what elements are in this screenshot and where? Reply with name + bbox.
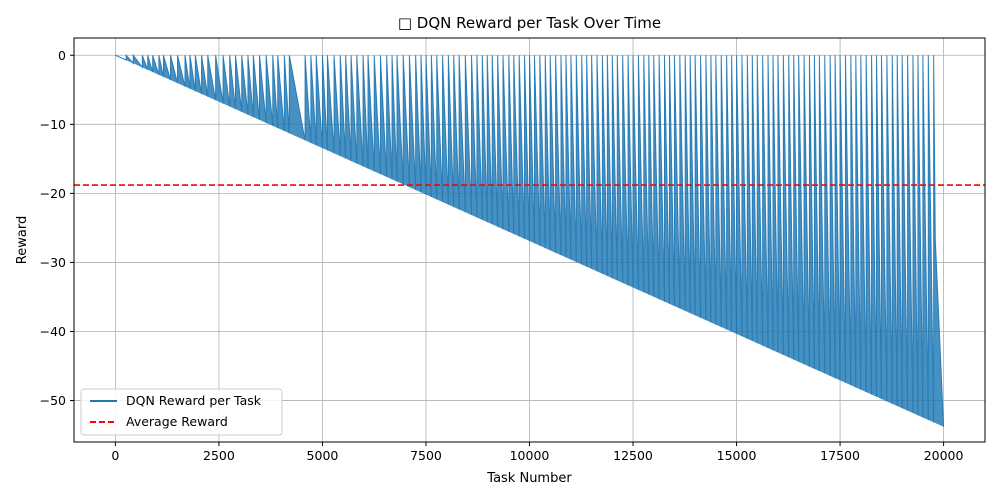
x-tick-label: 0 xyxy=(111,448,119,463)
chart-title: □ DQN Reward per Task Over Time xyxy=(398,14,661,32)
y-axis-label: Reward xyxy=(15,216,30,264)
legend-label-average-reward: Average Reward xyxy=(126,414,228,429)
x-tick-label: 5000 xyxy=(307,448,339,463)
series-dqn-reward-per-task xyxy=(115,53,945,427)
y-tick-label: −40 xyxy=(40,324,66,339)
x-axis-label: Task Number xyxy=(486,471,572,486)
x-tick-label: 7500 xyxy=(410,448,442,463)
x-axis-ticks: 0 2500 5000 7500 10000 12500 15000 17500 20000 xyxy=(111,442,964,463)
y-axis-ticks: 0 −10 −20 −30 −40 −50 xyxy=(40,48,74,408)
y-tick-label: 0 xyxy=(58,48,66,63)
legend-label-dqn-reward: DQN Reward per Task xyxy=(126,393,262,408)
y-tick-label: −20 xyxy=(40,186,66,201)
legend: DQN Reward per Task Average Reward xyxy=(80,388,283,436)
series-layer xyxy=(74,53,985,427)
y-tick-label: −50 xyxy=(40,393,66,408)
x-tick-label: 10000 xyxy=(510,448,550,463)
y-tick-label: −10 xyxy=(40,117,66,132)
legend-box xyxy=(80,388,283,436)
x-tick-label: 2500 xyxy=(203,448,235,463)
y-tick-label: −30 xyxy=(40,255,66,270)
x-tick-label: 12500 xyxy=(613,448,653,463)
x-tick-label: 20000 xyxy=(924,448,964,463)
x-tick-label: 17500 xyxy=(820,448,860,463)
x-tick-label: 15000 xyxy=(717,448,757,463)
